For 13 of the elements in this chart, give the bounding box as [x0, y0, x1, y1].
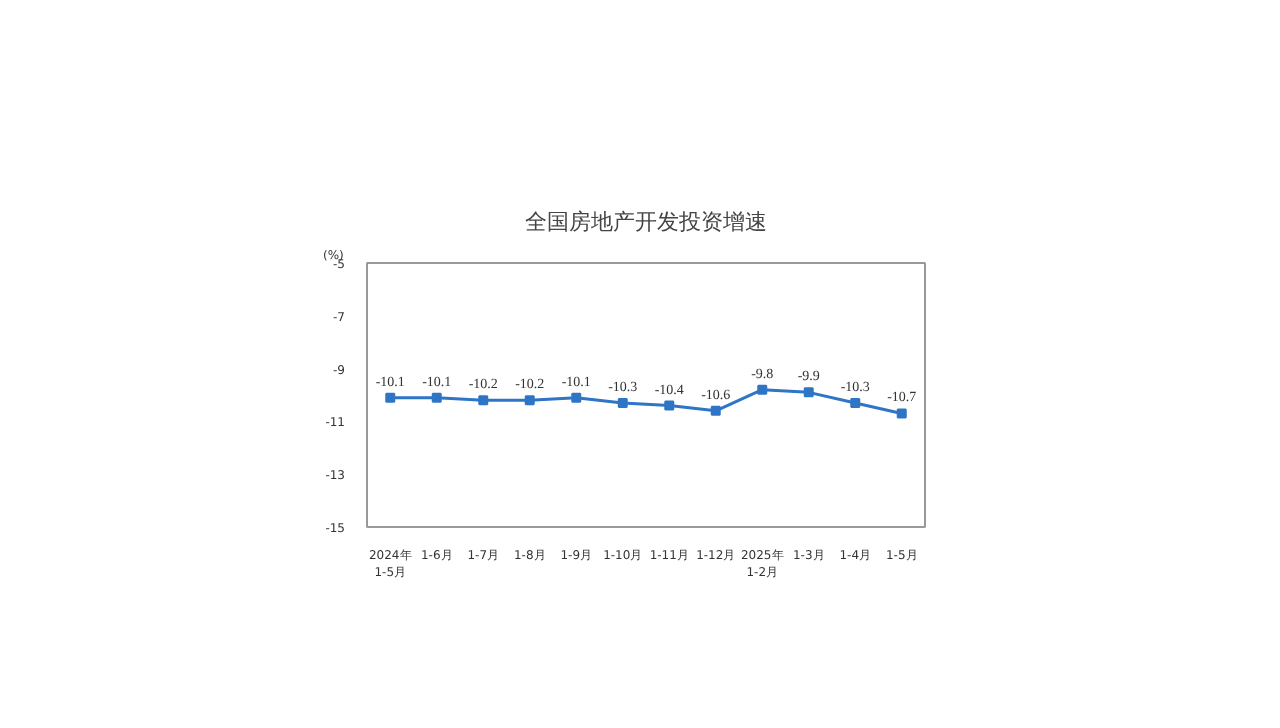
chart-title: 全国房地产开发投资增速 — [525, 209, 767, 235]
point — [617, 397, 628, 408]
point — [710, 405, 721, 416]
point — [664, 400, 675, 411]
point — [524, 395, 535, 406]
point — [896, 408, 907, 419]
point — [478, 395, 489, 406]
point — [571, 392, 582, 403]
point — [850, 397, 861, 408]
point — [385, 392, 396, 403]
point — [431, 392, 442, 403]
point — [757, 384, 768, 395]
point — [803, 387, 814, 398]
